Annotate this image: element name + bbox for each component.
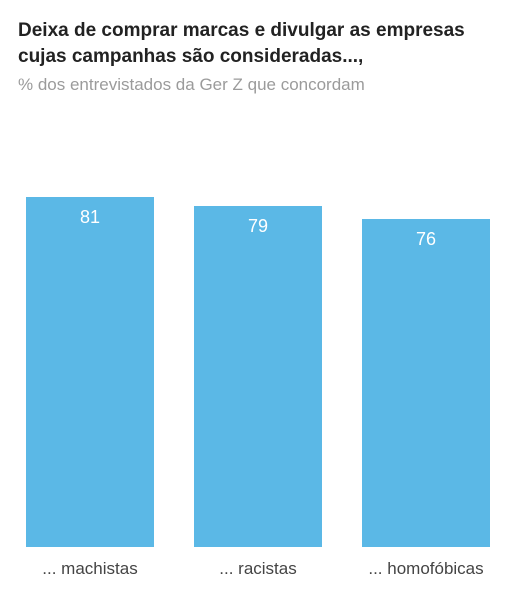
bar-column: 81 xyxy=(26,109,154,547)
bar: 76 xyxy=(362,219,490,547)
bar: 79 xyxy=(194,206,322,547)
bar-value-label: 79 xyxy=(194,216,322,237)
category-label: ... racistas xyxy=(194,559,322,579)
category-label: ... homofóbicas xyxy=(362,559,490,579)
bar: 81 xyxy=(26,197,154,547)
category-labels-row: ... machistas ... racistas ... homofóbic… xyxy=(18,559,490,579)
bar-column: 79 xyxy=(194,109,322,547)
bar-value-label: 76 xyxy=(362,229,490,250)
chart-title: Deixa de comprar marcas e divulgar as em… xyxy=(18,18,490,69)
chart-plot-area: 81 79 76 xyxy=(18,109,490,547)
category-label: ... machistas xyxy=(26,559,154,579)
chart-container: Deixa de comprar marcas e divulgar as em… xyxy=(0,0,508,607)
chart-subtitle: % dos entrevistados da Ger Z que concord… xyxy=(18,75,490,95)
bar-column: 76 xyxy=(362,109,490,547)
bar-value-label: 81 xyxy=(26,207,154,228)
